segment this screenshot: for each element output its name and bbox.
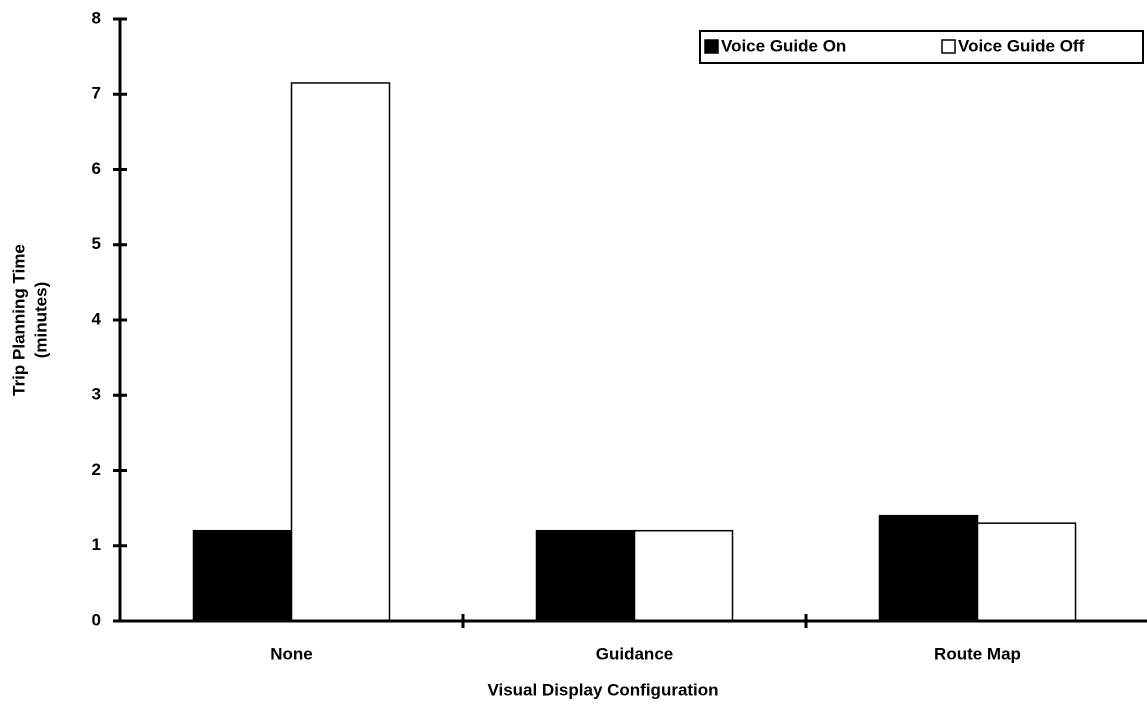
y-tick-label: 3 <box>92 385 101 404</box>
y-tick-label: 0 <box>92 610 101 629</box>
legend-label: Voice Guide On <box>721 36 846 55</box>
y-tick-label: 8 <box>92 8 101 27</box>
y-tick-label: 4 <box>92 309 102 328</box>
y-axis-label-line: Trip Planning Time <box>9 244 28 396</box>
y-tick-label: 5 <box>92 234 101 253</box>
bar <box>192 529 293 622</box>
bar <box>290 82 391 622</box>
bar <box>633 529 734 622</box>
bar <box>976 522 1077 622</box>
legend-swatch <box>941 39 956 54</box>
y-tick-label: 1 <box>92 535 101 554</box>
legend-swatch <box>704 39 719 54</box>
bar <box>878 514 979 622</box>
x-axis-label: Visual Display Configuration <box>487 680 718 699</box>
x-tick-label: Guidance <box>596 644 673 663</box>
x-tick-label: Route Map <box>934 644 1021 663</box>
y-tick-label: 7 <box>92 84 101 103</box>
legend-label: Voice Guide Off <box>958 36 1085 55</box>
x-tick-label: None <box>270 644 313 663</box>
bar <box>535 529 636 622</box>
y-tick-label: 2 <box>92 460 101 479</box>
y-axis-label-line: (minutes) <box>31 282 50 359</box>
y-axis-label: Trip Planning Time (minutes) <box>9 244 50 396</box>
y-tick-label: 6 <box>92 159 101 178</box>
legend-box <box>699 30 1144 64</box>
